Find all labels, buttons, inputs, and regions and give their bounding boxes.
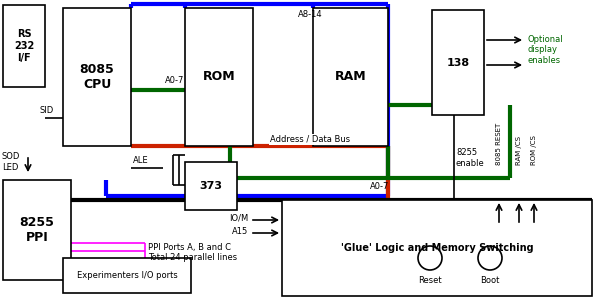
Text: Experimenters I/O ports: Experimenters I/O ports xyxy=(77,271,178,280)
Text: 138: 138 xyxy=(446,58,470,68)
Text: Optional
display
enables: Optional display enables xyxy=(528,35,563,65)
Text: Address / Data Bus: Address / Data Bus xyxy=(270,135,350,144)
Text: RS
232
I/F: RS 232 I/F xyxy=(14,29,34,63)
Text: Reset: Reset xyxy=(418,276,442,285)
Bar xyxy=(432,10,484,115)
Text: A15: A15 xyxy=(232,226,248,236)
Text: SOD
LED: SOD LED xyxy=(2,152,20,172)
Text: RAM /CS: RAM /CS xyxy=(516,136,522,165)
Bar xyxy=(3,180,71,280)
Bar xyxy=(185,162,237,210)
Text: 'Glue' Logic and Memory Switching: 'Glue' Logic and Memory Switching xyxy=(341,243,533,253)
Text: ROM /CS: ROM /CS xyxy=(531,135,537,165)
Bar xyxy=(63,8,131,146)
Text: Boot: Boot xyxy=(481,276,500,285)
Text: A0-7: A0-7 xyxy=(166,76,185,85)
Text: A0-7: A0-7 xyxy=(370,182,389,191)
Bar xyxy=(63,258,191,293)
Text: 8255
enable: 8255 enable xyxy=(456,148,485,168)
Text: RAM: RAM xyxy=(335,70,367,83)
Text: 8255
PPI: 8255 PPI xyxy=(20,216,55,244)
Text: 8085 RESET: 8085 RESET xyxy=(496,123,502,165)
Bar xyxy=(185,8,253,146)
Text: IO/M: IO/M xyxy=(229,214,248,223)
Bar xyxy=(282,200,592,296)
Text: A8-14: A8-14 xyxy=(298,10,322,19)
Text: PPI Ports A, B and C
Total 24 parallel lines: PPI Ports A, B and C Total 24 parallel l… xyxy=(148,243,237,262)
Bar xyxy=(3,5,45,87)
Bar xyxy=(313,8,388,146)
Text: SID: SID xyxy=(40,106,54,115)
Text: ROM: ROM xyxy=(203,70,235,83)
Text: ALE: ALE xyxy=(133,156,149,165)
Text: 373: 373 xyxy=(199,181,223,191)
Text: 8085
CPU: 8085 CPU xyxy=(80,63,115,91)
